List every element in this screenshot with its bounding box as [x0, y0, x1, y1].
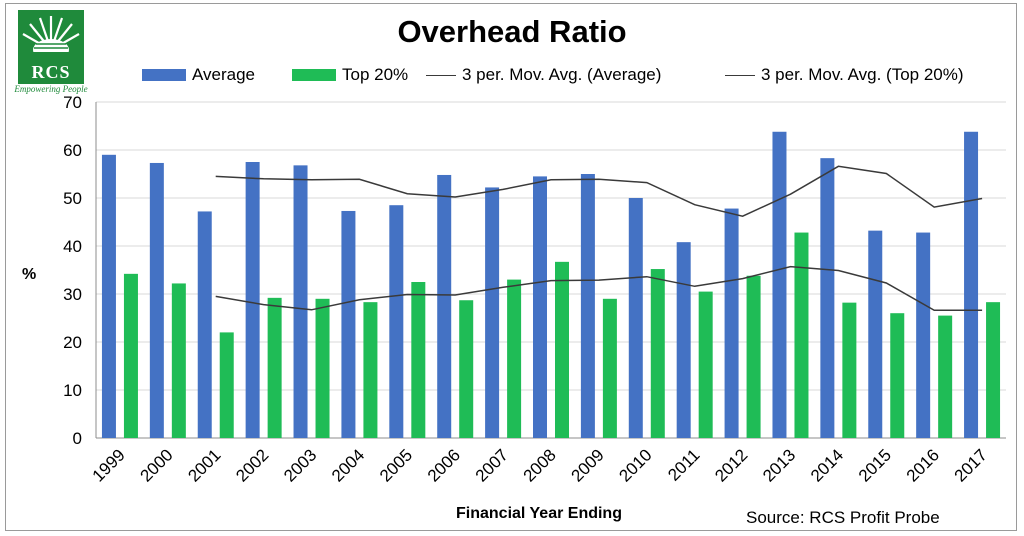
- bar-average: [580, 174, 595, 438]
- moving-average-line-top20: [215, 265, 983, 312]
- bar-average: [437, 174, 452, 438]
- bar-top20: [698, 291, 713, 438]
- bar-top20: [459, 300, 474, 438]
- x-tick-label: 2005: [376, 445, 416, 485]
- x-tick-label: 2008: [520, 445, 560, 485]
- x-tick-label: 2010: [615, 445, 655, 485]
- legend-item-top20: Top 20%: [292, 63, 408, 87]
- bar-top20: [555, 261, 569, 438]
- bar-average: [389, 205, 404, 438]
- logo-emblem: [18, 10, 84, 84]
- bar-average: [293, 165, 308, 439]
- x-tick-label: 2013: [759, 445, 799, 485]
- bar-top20: [219, 332, 234, 438]
- x-tick-label: 2012: [711, 445, 751, 485]
- bar-average: [772, 131, 787, 438]
- bar-top20: [411, 282, 426, 438]
- rcs-logo: RCS Empowering People: [10, 10, 92, 94]
- logo-text: RCS: [31, 62, 71, 82]
- bar-top20: [267, 297, 282, 438]
- x-tick-label: 2003: [280, 445, 320, 485]
- bar-top20: [363, 302, 378, 438]
- x-tick-label: 2006: [424, 445, 464, 485]
- bar-top20: [746, 275, 761, 438]
- bar-average: [149, 162, 164, 438]
- bar-top20: [650, 269, 665, 438]
- y-tick-label: 60: [63, 141, 82, 160]
- x-tick-label: 2017: [951, 445, 991, 485]
- x-tick-label: 2015: [855, 445, 895, 485]
- bar-average: [820, 158, 835, 438]
- bar-average: [916, 232, 931, 438]
- bar-top20: [315, 298, 330, 438]
- legend-label-top20: Top 20%: [342, 65, 409, 84]
- bar-average: [341, 210, 356, 438]
- legend-line-mavg-average: [426, 74, 456, 76]
- legend-swatch-top20: [292, 69, 336, 81]
- y-tick-label: 20: [63, 333, 82, 352]
- y-tick-label: 10: [63, 381, 82, 400]
- bar-top20: [986, 302, 1001, 438]
- moving-average-line-average: [215, 165, 983, 217]
- logo-tagline: Empowering People: [14, 84, 88, 94]
- y-tick-label: 40: [63, 237, 82, 256]
- bar-top20: [507, 279, 522, 438]
- x-tick-label: 2002: [232, 445, 272, 485]
- legend-label-mavg-average: 3 per. Mov. Avg. (Average): [462, 65, 662, 84]
- y-axis-label: %: [22, 266, 37, 283]
- legend-label-average: Average: [192, 65, 256, 84]
- x-tick-label: 2007: [472, 445, 512, 485]
- x-tick-label: 1999: [89, 445, 129, 485]
- bar-average: [245, 162, 260, 438]
- x-tick-label: 2011: [664, 445, 703, 484]
- x-tick-label: 2004: [328, 445, 368, 485]
- chart-title: Overhead Ratio: [397, 14, 627, 49]
- bar-average: [964, 131, 979, 438]
- x-tick-label: 2009: [568, 445, 608, 485]
- bar-top20: [123, 273, 138, 438]
- x-tick-label: 2014: [807, 445, 847, 485]
- bar-top20: [602, 298, 617, 438]
- bar-average: [676, 242, 691, 438]
- bar-top20: [890, 313, 905, 438]
- x-tick-label: 2000: [136, 445, 176, 485]
- legend-swatch-average: [142, 69, 186, 81]
- bar-top20: [794, 232, 809, 438]
- x-axis-label: Financial Year Ending: [456, 505, 622, 522]
- bar-average: [533, 176, 547, 438]
- bar-average: [868, 230, 883, 438]
- legend-item-mavg-top20: 3 per. Mov. Avg. (Top 20%): [725, 63, 964, 87]
- bar-average: [724, 208, 739, 438]
- x-tick-label: 2001: [184, 445, 224, 485]
- chart-frame: [5, 3, 1017, 531]
- y-tick-label: 50: [63, 189, 82, 208]
- sunburst-icon: [20, 16, 82, 61]
- bar-average: [485, 187, 500, 438]
- legend-item-mavg-average: 3 per. Mov. Avg. (Average): [426, 63, 661, 87]
- source-note: Source: RCS Profit Probe: [746, 508, 940, 527]
- y-tick-label: 30: [63, 285, 82, 304]
- y-tick-label: 70: [63, 93, 82, 112]
- bar-average: [628, 198, 643, 438]
- x-tick-label: 2016: [903, 445, 943, 485]
- legend-line-mavg-top20: [725, 74, 755, 76]
- bar-top20: [842, 302, 857, 438]
- legend-item-average: Average: [142, 63, 255, 87]
- legend-label-mavg-top20: 3 per. Mov. Avg. (Top 20%): [761, 65, 964, 84]
- bar-average: [197, 211, 212, 438]
- bar-average: [101, 154, 116, 439]
- bar-top20: [938, 315, 953, 438]
- y-tick-label: 0: [73, 429, 82, 448]
- bar-top20: [171, 283, 186, 438]
